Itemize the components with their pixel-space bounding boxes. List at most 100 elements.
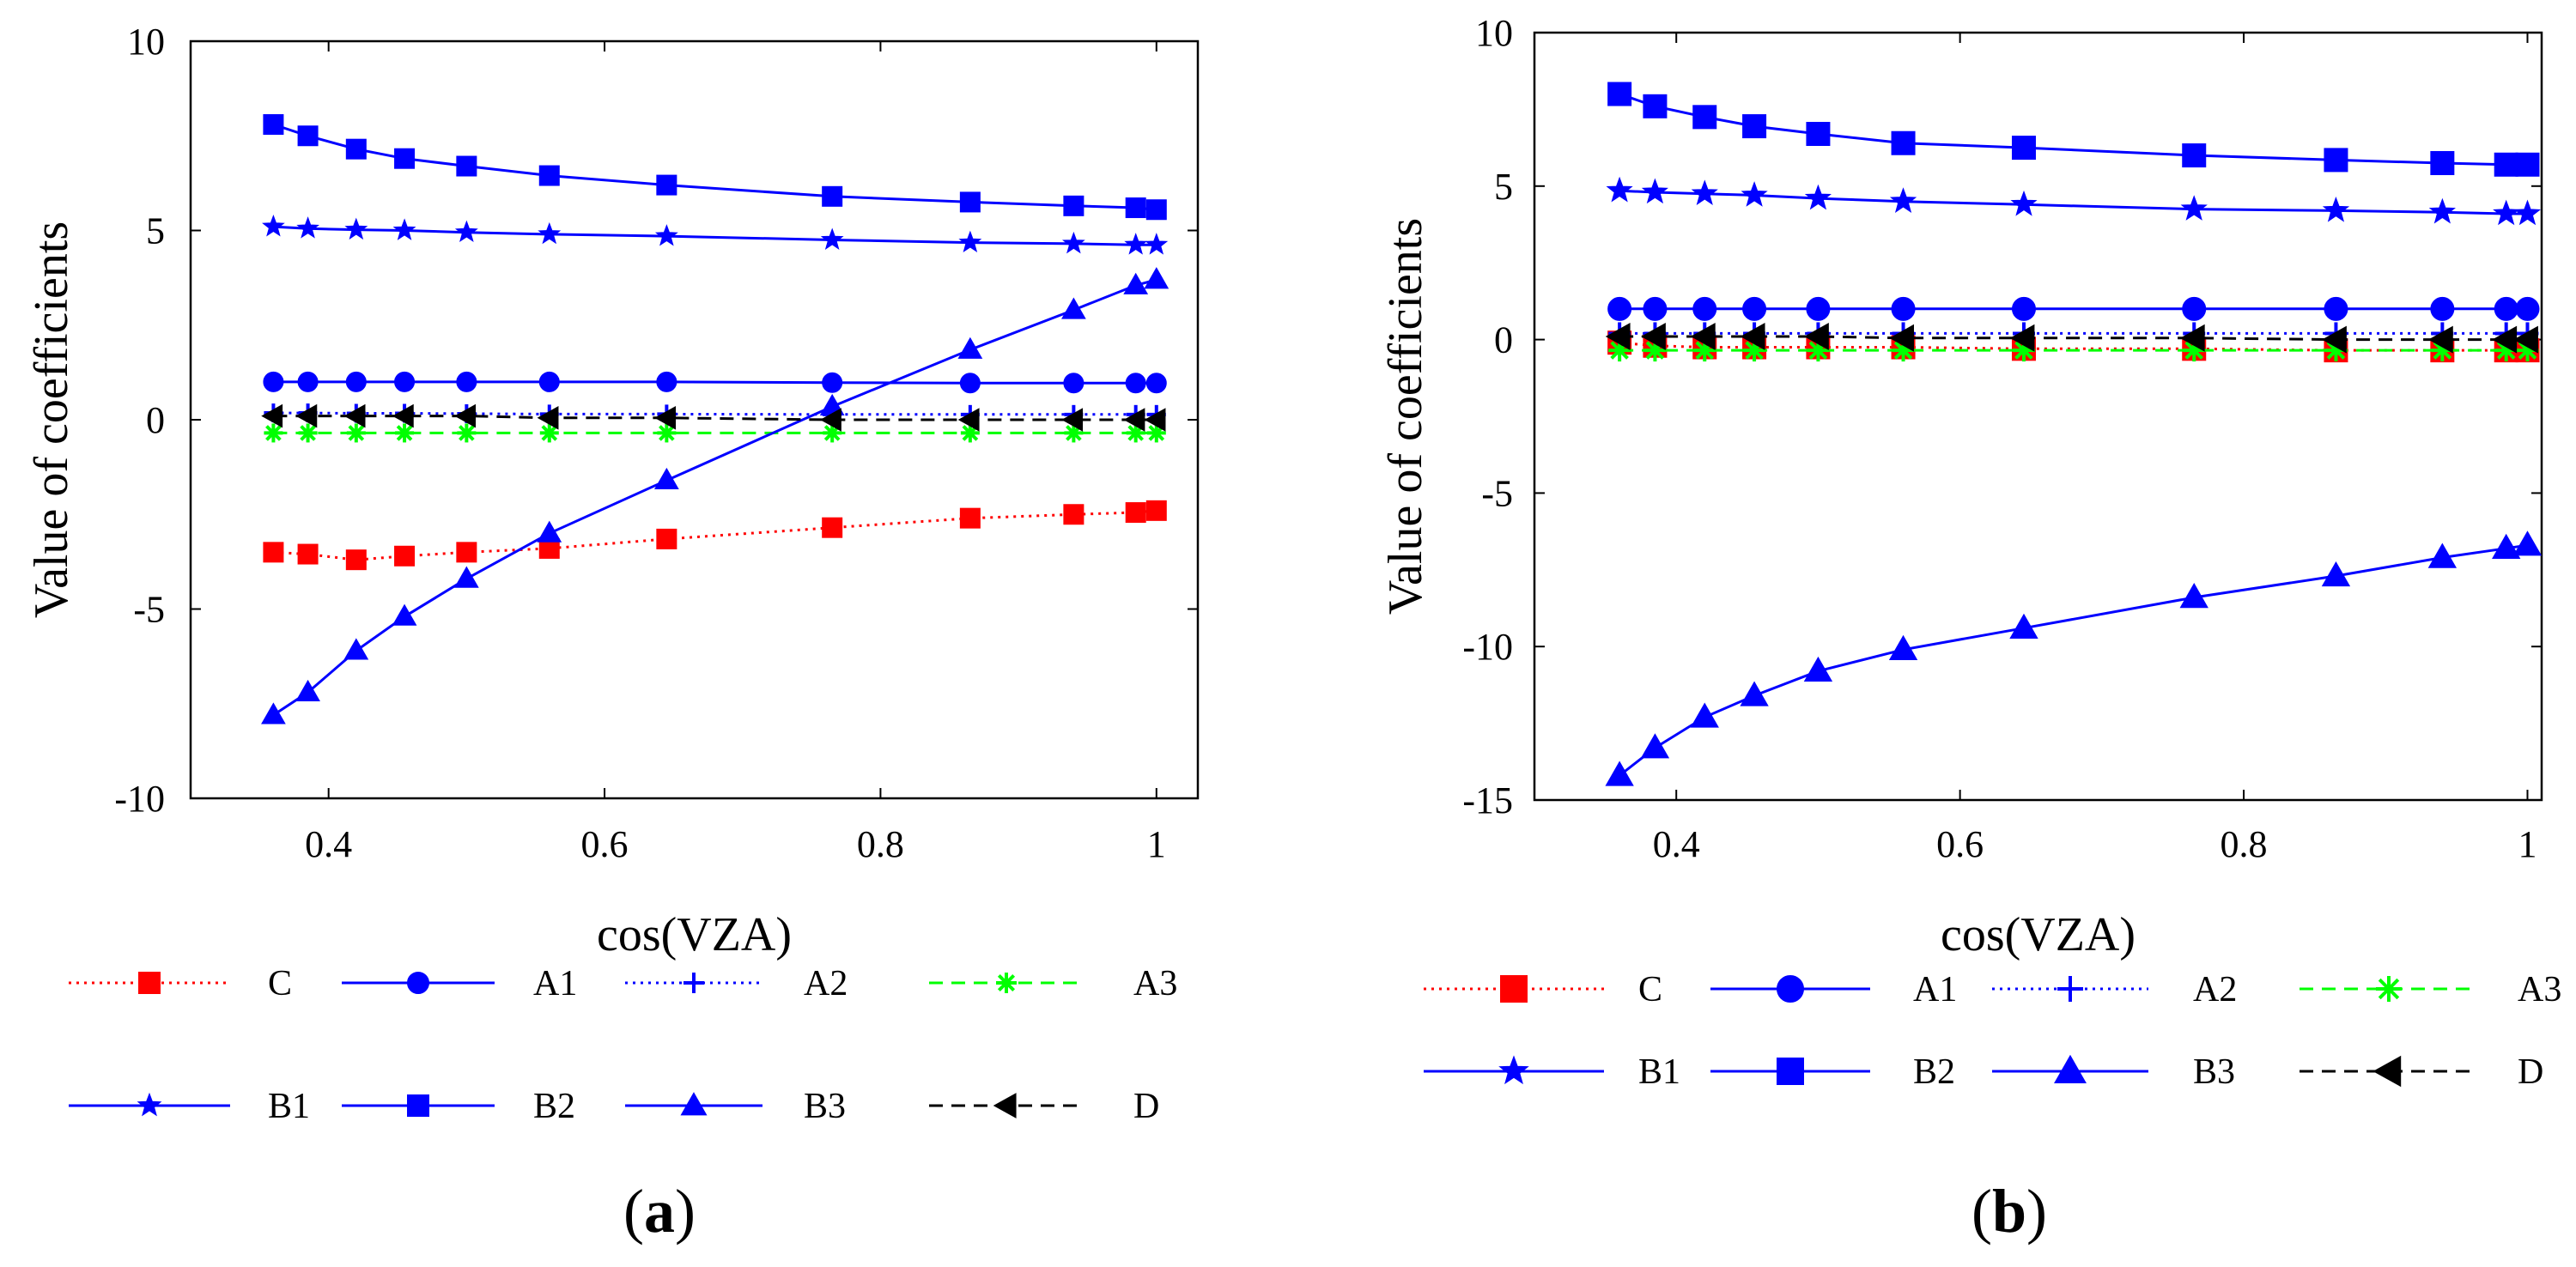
data-point-D <box>2513 325 2538 354</box>
y-tick-label: -10 <box>114 778 165 820</box>
x-axis-label: cos(VZA) <box>597 908 792 961</box>
legend-item-B1: B1 <box>1424 1052 1680 1092</box>
data-point-B1 <box>296 216 319 239</box>
data-point-A1 <box>959 373 981 394</box>
data-point-D <box>654 405 677 430</box>
x-axis-label: cos(VZA) <box>1941 908 2136 961</box>
legend-marker <box>2376 976 2402 1002</box>
x-tick-label: 0.6 <box>1936 823 1984 865</box>
data-point-B1 <box>262 214 285 237</box>
data-point-B2 <box>1063 195 1084 216</box>
data-point-B1 <box>1145 233 1169 255</box>
series-C <box>263 500 1167 571</box>
data-point-A1 <box>1806 296 1831 321</box>
data-point-B3 <box>2427 543 2458 568</box>
legend-label: C <box>268 964 292 1003</box>
legend-label: A1 <box>533 964 577 1003</box>
legend-label: A2 <box>2193 970 2237 1009</box>
legend-label: A3 <box>2518 970 2561 1009</box>
data-point-B3 <box>295 679 320 702</box>
data-point-B2 <box>2494 152 2518 177</box>
data-point-A1 <box>822 372 843 393</box>
legend-marker <box>1500 975 1528 1003</box>
y-tick-label: 10 <box>1475 12 1513 54</box>
legend-item-B2: B2 <box>1710 1052 1955 1092</box>
y-tick-label: -5 <box>1481 472 1513 514</box>
data-point-C <box>1145 500 1167 521</box>
legend-item-B2: B2 <box>342 1087 575 1126</box>
legend-item-A1: A1 <box>1710 970 1957 1009</box>
data-point-D <box>1889 324 1914 352</box>
data-point-A1 <box>2011 296 2036 321</box>
y-tick-label: -15 <box>1462 779 1513 821</box>
data-point-B3 <box>2009 613 2038 639</box>
y-tick-label: -10 <box>1462 626 1513 668</box>
y-tick-label: 5 <box>1494 166 1513 208</box>
data-point-A1 <box>1643 296 1668 321</box>
data-point-D <box>454 403 477 428</box>
data-point-B3 <box>1123 272 1149 294</box>
legend-label: B3 <box>804 1087 846 1126</box>
data-point-B1 <box>1641 178 1668 204</box>
data-point-B1 <box>2428 197 2456 224</box>
data-point-B3 <box>2512 530 2543 556</box>
data-point-C <box>297 543 319 565</box>
data-point-B3 <box>392 603 417 626</box>
y-tick-label: 0 <box>1494 319 1513 361</box>
series-line-B3 <box>272 278 1157 717</box>
legend-marker <box>1498 1055 1529 1085</box>
data-point-B3 <box>537 520 562 543</box>
data-point-B3 <box>343 638 369 660</box>
data-point-A3 <box>657 423 677 443</box>
data-point-B1 <box>2180 195 2208 221</box>
data-point-A1 <box>1063 373 1084 394</box>
series-B2 <box>1607 82 2540 177</box>
data-point-B2 <box>959 191 981 213</box>
series-line-A2 <box>273 411 1157 416</box>
data-point-B3 <box>1605 761 1634 786</box>
data-point-D <box>392 403 414 428</box>
x-tick-label: 0.4 <box>305 823 352 865</box>
legend-item-B1: B1 <box>69 1087 310 1126</box>
series-B2 <box>263 114 1167 221</box>
data-point-A1 <box>656 371 677 392</box>
data-point-C <box>456 542 477 563</box>
data-point-B1 <box>1062 231 1085 254</box>
panel-a: 0.4 0.6 0.8 1 -10 -5 0 5 10 cos(VZA) Value of coef… <box>25 21 1200 1246</box>
panel-label: (a) <box>623 1177 696 1246</box>
legend-marker <box>683 973 704 993</box>
data-point-B3 <box>1803 656 1833 682</box>
data-point-D <box>957 408 980 432</box>
plot-frame <box>1533 31 2543 802</box>
data-point-A1 <box>1742 296 1767 321</box>
data-point-B3 <box>957 336 983 359</box>
legend-item-A2: A2 <box>625 964 848 1003</box>
panel-label: (b) <box>1971 1177 2047 1246</box>
data-point-D <box>295 403 318 428</box>
data-point-B2 <box>297 125 319 147</box>
data-point-D <box>2179 324 2205 352</box>
data-point-B1 <box>654 224 678 246</box>
data-point-B1 <box>2322 197 2350 222</box>
data-point-B2 <box>822 185 843 207</box>
data-point-B1 <box>1741 181 1768 207</box>
data-point-B1 <box>1889 187 1917 213</box>
data-point-D <box>1144 408 1166 432</box>
legend-marker <box>2054 1054 2087 1083</box>
data-point-A1 <box>1891 296 1916 321</box>
data-point-A1 <box>538 371 560 392</box>
data-point-D <box>820 408 841 432</box>
series-A1 <box>263 371 1167 394</box>
data-point-B2 <box>1125 197 1146 219</box>
legend-item-A3: A3 <box>2300 970 2561 1009</box>
legend-marker <box>137 1092 162 1117</box>
data-point-B2 <box>1742 114 1767 139</box>
data-point-B2 <box>263 114 284 136</box>
legend-item-C: C <box>1424 970 1662 1009</box>
data-point-C <box>1063 504 1084 525</box>
data-point-B2 <box>1891 130 1916 155</box>
y-axis-label: Value of coefficients <box>25 221 78 618</box>
legend-marker <box>1777 975 1804 1003</box>
data-point-A1 <box>2182 296 2207 321</box>
